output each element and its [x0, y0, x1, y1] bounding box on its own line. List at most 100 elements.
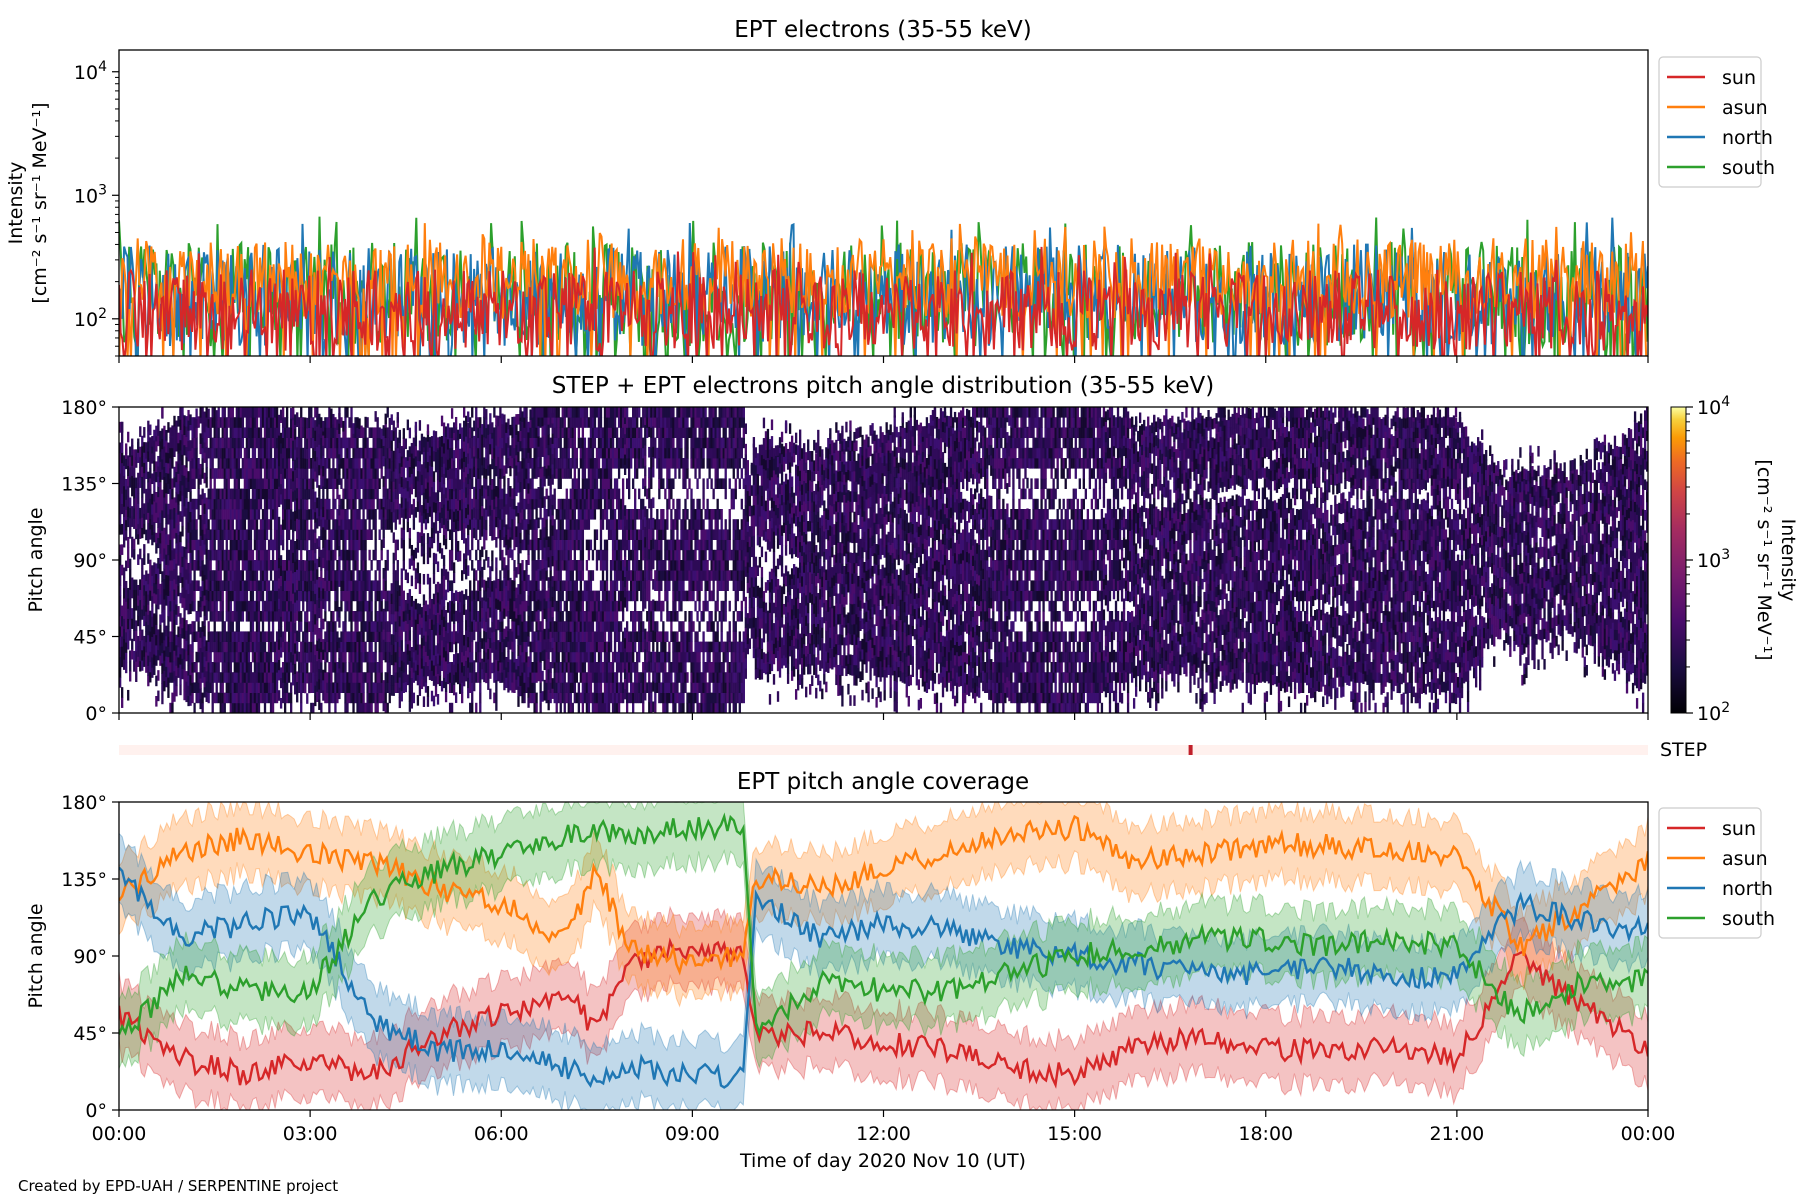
heatmap-cell [322, 476, 324, 487]
heatmap-cell [334, 438, 336, 449]
heatmap-cell [254, 499, 256, 510]
heatmap-cell [352, 540, 354, 551]
heatmap-cell [139, 549, 141, 560]
heatmap-cell [161, 500, 163, 511]
heatmap-cell [123, 639, 125, 650]
heatmap-cell [529, 682, 531, 693]
heatmap-cell [212, 458, 214, 469]
heatmap-cell [230, 560, 232, 571]
heatmap-cell [278, 609, 280, 620]
heatmap-cell [517, 625, 519, 636]
heatmap-cell [181, 597, 183, 608]
heatmap-cell [324, 509, 326, 520]
heatmap-cell [326, 417, 328, 428]
heatmap-cell [483, 519, 485, 530]
heatmap-cell [336, 682, 338, 693]
heatmap-cell [254, 560, 256, 571]
heatmap-cell [145, 530, 147, 541]
heatmap-cell [368, 478, 370, 489]
heatmap-cell [399, 646, 401, 657]
heatmap-cell [167, 473, 169, 484]
heatmap-cell [147, 574, 149, 585]
heatmap-cell [495, 517, 497, 528]
heatmap-cell [535, 448, 537, 459]
heatmap-cell [334, 621, 336, 632]
heatmap-cell [208, 601, 210, 612]
heatmap-cell [387, 703, 389, 714]
legend-label-sun: sun [1722, 67, 1756, 89]
heatmap-cell [244, 682, 246, 693]
heatmap-cell [425, 448, 427, 459]
heatmap-cell [254, 427, 256, 438]
heatmap-cell [356, 519, 358, 530]
heatmap-cell [505, 443, 507, 454]
heatmap-cell [254, 601, 256, 612]
heatmap-cell [129, 569, 131, 580]
heatmap-cell [320, 509, 322, 520]
heatmap-cell [256, 519, 258, 530]
heatmap-cell [288, 468, 290, 479]
heatmap-cell [226, 601, 228, 612]
heatmap-cell [155, 472, 157, 483]
heatmap-cell [489, 413, 491, 424]
heatmap-cell [389, 448, 391, 459]
heatmap-cell [270, 631, 272, 642]
heatmap-cell [419, 645, 421, 656]
heatmap-cell [316, 671, 318, 682]
heatmap-cell [147, 594, 149, 605]
heatmap-cell [201, 580, 203, 591]
heatmap-cell [314, 471, 316, 482]
heatmap-cell [399, 626, 401, 637]
heatmap-cell [465, 548, 467, 559]
heatmap-cell [171, 560, 173, 571]
heatmap-cell [145, 601, 147, 612]
heatmap-cell [300, 458, 302, 469]
heatmap-cell [201, 407, 203, 418]
heatmap-cell [326, 489, 328, 500]
heatmap-cell [157, 466, 159, 477]
heatmap-cell [254, 468, 256, 479]
heatmap-cell [467, 626, 469, 637]
heatmap-cell [226, 662, 228, 673]
heatmap-cell [368, 662, 370, 673]
heatmap-cell [224, 550, 226, 561]
panel-pitch-angle-distribution: STEP + EPT electrons pitch angle distrib… [25, 373, 1799, 725]
heatmap-cell [501, 591, 503, 602]
heatmap-cell [533, 703, 535, 714]
heatmap-cell [220, 468, 222, 479]
heatmap-cell [375, 672, 377, 683]
heatmap-cell [216, 591, 218, 602]
heatmap-cell [127, 608, 129, 619]
heatmap-cell [358, 529, 360, 540]
heatmap-cell [441, 446, 443, 457]
heatmap-cell [407, 481, 409, 492]
heatmap-cell [300, 519, 302, 530]
heatmap-cell [274, 642, 276, 653]
heatmap-cell [336, 419, 338, 430]
heatmap-cell [129, 447, 131, 458]
heatmap-cell [153, 562, 155, 573]
heatmap-cell [161, 530, 163, 541]
heatmap-cell [266, 682, 268, 693]
heatmap-cell [272, 540, 274, 551]
heatmap-cell [354, 468, 356, 479]
heatmap-cell [473, 568, 475, 579]
heatmap-cell [175, 441, 177, 452]
heatmap-cell [366, 458, 368, 469]
heatmap-cell [523, 662, 525, 673]
heatmap-cell [503, 557, 505, 568]
heatmap-cell [316, 477, 318, 488]
heatmap-cell [521, 570, 523, 581]
heatmap-cell [246, 540, 248, 551]
heatmap-cell [232, 652, 234, 663]
heatmap-cell [264, 672, 266, 683]
heatmap-cell [236, 580, 238, 591]
heatmap-cell [298, 417, 300, 428]
heatmap-cell [161, 439, 163, 450]
heatmap-cell [214, 672, 216, 683]
heatmap-cell [415, 599, 417, 610]
heatmap-cell [222, 693, 224, 704]
heatmap-cell [224, 458, 226, 469]
heatmap-cell [338, 658, 340, 669]
heatmap-cell [479, 672, 481, 683]
